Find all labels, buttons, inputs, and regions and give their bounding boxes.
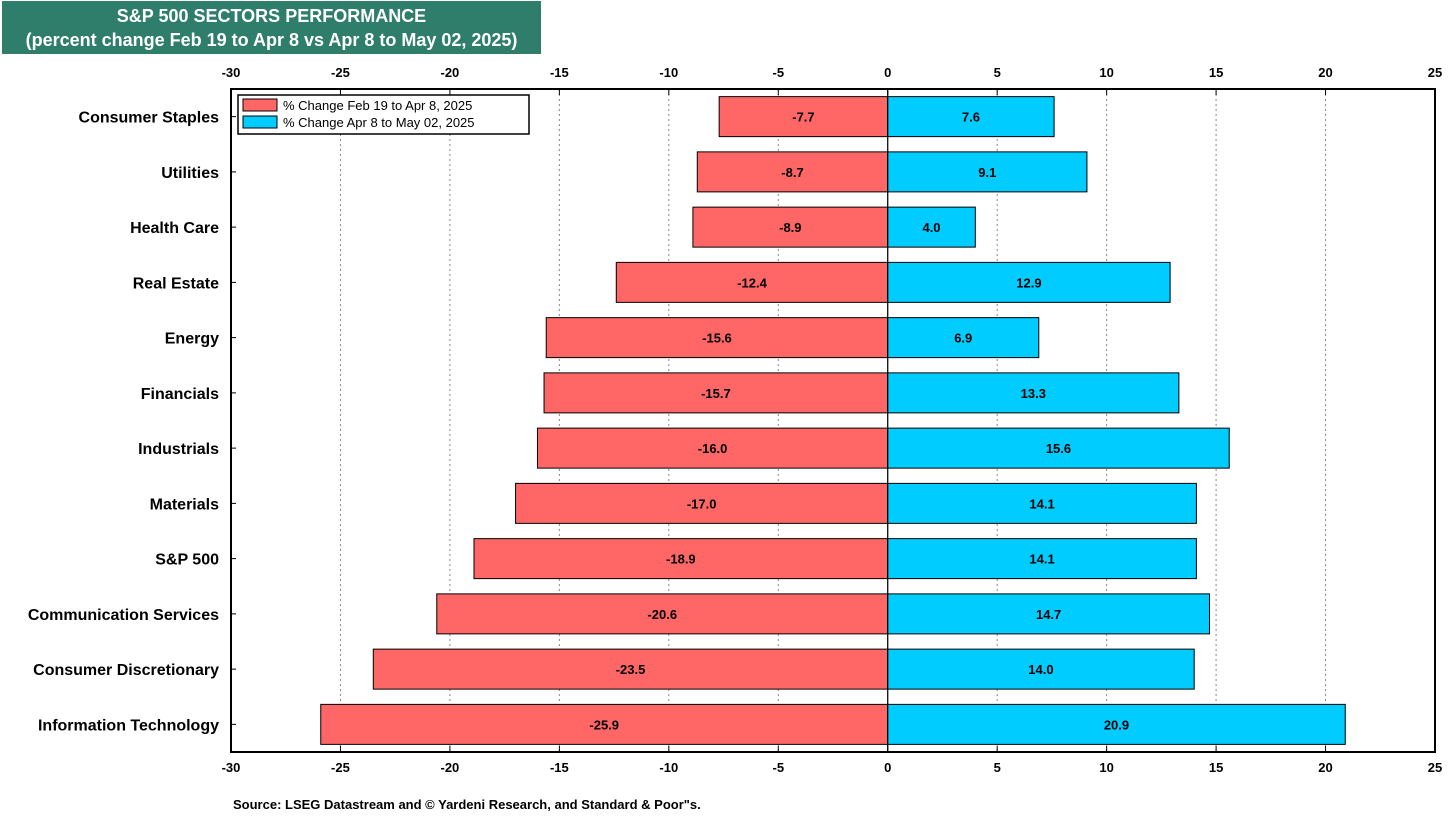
data-label-feb-apr: -8.7 <box>781 165 803 180</box>
data-label-apr-may: 6.9 <box>954 331 972 346</box>
legend-label-feb-apr: % Change Feb 19 to Apr 8, 2025 <box>283 98 472 113</box>
x-tick-label-top: 20 <box>1318 65 1332 80</box>
data-label-apr-may: 14.0 <box>1028 662 1053 677</box>
data-label-feb-apr: -16.0 <box>698 441 728 456</box>
plot-frame <box>230 88 1436 753</box>
x-tick-label-top: -30 <box>222 65 241 80</box>
bar-feb-apr <box>536 427 889 469</box>
x-tick-label-top: -20 <box>441 65 460 80</box>
x-tick-label-top: -5 <box>772 65 784 80</box>
bar-feb-apr <box>696 151 889 193</box>
data-label-apr-may: 14.7 <box>1036 607 1061 622</box>
legend-swatch-feb-apr <box>242 98 278 112</box>
data-label-apr-may: 7.6 <box>962 110 980 125</box>
legend-swatch-apr-may <box>242 115 278 129</box>
bar-apr-may <box>887 151 1088 193</box>
x-tick-label-top: 10 <box>1099 65 1113 80</box>
bar-apr-may <box>887 317 1040 359</box>
category-label: Communication Services <box>28 607 219 624</box>
data-label-apr-may: 14.1 <box>1029 496 1054 511</box>
bar-feb-apr <box>718 96 889 138</box>
data-label-apr-may: 15.6 <box>1046 441 1071 456</box>
x-tick-label-bottom: 0 <box>884 760 891 775</box>
legend-label-apr-may: % Change Apr 8 to May 02, 2025 <box>283 115 475 130</box>
data-label-feb-apr: -12.4 <box>737 275 767 290</box>
bar-feb-apr <box>615 261 889 303</box>
data-label-apr-may: 14.1 <box>1029 552 1054 567</box>
category-label: Consumer Discretionary <box>33 662 219 679</box>
x-tick-label-bottom: 10 <box>1099 760 1113 775</box>
x-tick-label-top: 25 <box>1428 65 1442 80</box>
data-label-feb-apr: -7.7 <box>792 110 814 125</box>
bar-feb-apr <box>515 482 889 524</box>
x-tick-label-bottom: 20 <box>1318 760 1332 775</box>
bar-feb-apr <box>473 538 889 580</box>
x-tick-label-bottom: 15 <box>1209 760 1223 775</box>
chart-title: S&P 500 SECTORS PERFORMANCE <box>116 6 427 26</box>
data-label-feb-apr: -25.9 <box>589 717 619 732</box>
data-label-apr-may: 4.0 <box>922 220 940 235</box>
x-tick-label-bottom: -15 <box>550 760 569 775</box>
category-label: Real Estate <box>133 275 219 292</box>
x-tick-label-bottom: 5 <box>994 760 1001 775</box>
chart-title-box: S&P 500 SECTORS PERFORMANCE (percent cha… <box>2 1 541 54</box>
x-tick-label-bottom: -20 <box>441 760 460 775</box>
x-tick-label-top: -25 <box>331 65 350 80</box>
data-label-apr-may: 9.1 <box>978 165 996 180</box>
data-label-feb-apr: -17.0 <box>687 496 717 511</box>
bar-apr-may <box>887 703 1346 745</box>
category-label: Industrials <box>138 441 219 458</box>
x-tick-label-top: -15 <box>550 65 569 80</box>
bar-apr-may <box>887 206 976 248</box>
bar-feb-apr <box>436 593 889 635</box>
x-tick-label-top: 5 <box>994 65 1001 80</box>
bar-feb-apr <box>543 372 889 414</box>
category-label: Consumer Staples <box>79 110 220 127</box>
x-tick-label-bottom: -30 <box>222 760 241 775</box>
x-tick-label-bottom: -25 <box>331 760 350 775</box>
bar-feb-apr <box>545 317 889 359</box>
x-tick-label-top: -10 <box>659 65 678 80</box>
bar-apr-may <box>887 427 1230 469</box>
bar-apr-may <box>887 372 1180 414</box>
category-label: Information Technology <box>38 717 219 734</box>
data-label-feb-apr: -8.9 <box>779 220 801 235</box>
bar-apr-may <box>887 482 1197 524</box>
x-tick-label-bottom: -10 <box>659 760 678 775</box>
x-tick-label-top: 15 <box>1209 65 1223 80</box>
data-label-apr-may: 12.9 <box>1016 275 1041 290</box>
data-label-feb-apr: -15.7 <box>701 386 731 401</box>
data-label-feb-apr: -15.6 <box>702 331 732 346</box>
bar-apr-may <box>887 96 1055 138</box>
source-note: Source: LSEG Datastream and © Yardeni Re… <box>233 797 701 812</box>
data-label-apr-may: 13.3 <box>1021 386 1046 401</box>
category-label: S&P 500 <box>155 552 219 569</box>
category-label: Utilities <box>161 165 219 182</box>
category-label: Financials <box>141 386 219 403</box>
x-tick-label-bottom: -5 <box>772 760 784 775</box>
bar-feb-apr <box>692 206 889 248</box>
data-label-feb-apr: -18.9 <box>666 552 696 567</box>
bar-feb-apr <box>320 703 889 745</box>
x-tick-label-top: 0 <box>884 65 891 80</box>
legend-box <box>237 94 530 135</box>
category-label: Health Care <box>130 220 219 237</box>
chart-subtitle: (percent change Feb 19 to Apr 8 vs Apr 8… <box>25 30 518 50</box>
bar-apr-may <box>887 261 1171 303</box>
data-label-feb-apr: -23.5 <box>616 662 646 677</box>
data-label-feb-apr: -20.6 <box>647 607 677 622</box>
category-label: Materials <box>150 496 219 513</box>
bar-apr-may <box>887 593 1211 635</box>
data-label-apr-may: 20.9 <box>1104 717 1129 732</box>
x-tick-label-bottom: 25 <box>1428 760 1442 775</box>
category-label: Energy <box>165 331 219 348</box>
